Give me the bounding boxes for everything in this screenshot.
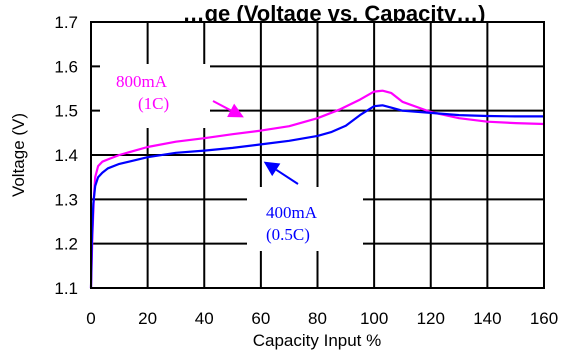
- label-400ma-line2: (0.5C): [266, 225, 310, 244]
- arrow-shaft: [275, 169, 299, 185]
- series-line-800ma: [89, 89, 545, 289]
- x-tick-label: 80: [308, 309, 327, 328]
- y-tick-label: 1.4: [54, 146, 78, 165]
- series-line-400ma: [89, 104, 544, 289]
- x-axis-label: Capacity Input %: [253, 331, 382, 350]
- y-tick-label: 1.2: [54, 235, 78, 254]
- tick-labels: 0 20 40 60 80 100 120 140 160 1.1 1.2 1.3 1.4 1.5 1.6 1…: [54, 13, 558, 328]
- label-box-400ma: [247, 187, 363, 251]
- x-tick-label: 160: [530, 309, 558, 328]
- arrow-head: [227, 103, 244, 118]
- arrow-shaft: [212, 100, 232, 112]
- x-tick-label: 20: [138, 309, 157, 328]
- x-tick-label: 40: [195, 309, 214, 328]
- label-box-800ma: [100, 64, 210, 128]
- y-tick-label: 1.5: [54, 102, 78, 121]
- series-lines: [89, 89, 545, 289]
- x-tick-label: 60: [251, 309, 270, 328]
- x-tick-label: 120: [417, 309, 445, 328]
- label-800ma-line1: 800mA: [116, 72, 168, 91]
- arrow-head: [263, 161, 281, 177]
- annotation-arrows: [212, 100, 299, 185]
- y-tick-label: 1.1: [54, 279, 78, 298]
- label-400ma-line1: 400mA: [266, 203, 318, 222]
- y-tick-label: 1.6: [54, 57, 78, 76]
- label-800ma-line2: (1C): [138, 94, 169, 113]
- y-tick-label: 1.3: [54, 190, 78, 209]
- x-tick-label: 0: [86, 309, 95, 328]
- y-axis-label: Voltage (V): [9, 113, 28, 197]
- x-tick-label: 100: [360, 309, 388, 328]
- plot-frame: [90, 21, 545, 289]
- x-tick-label: 140: [473, 309, 501, 328]
- y-tick-label: 1.7: [54, 13, 78, 32]
